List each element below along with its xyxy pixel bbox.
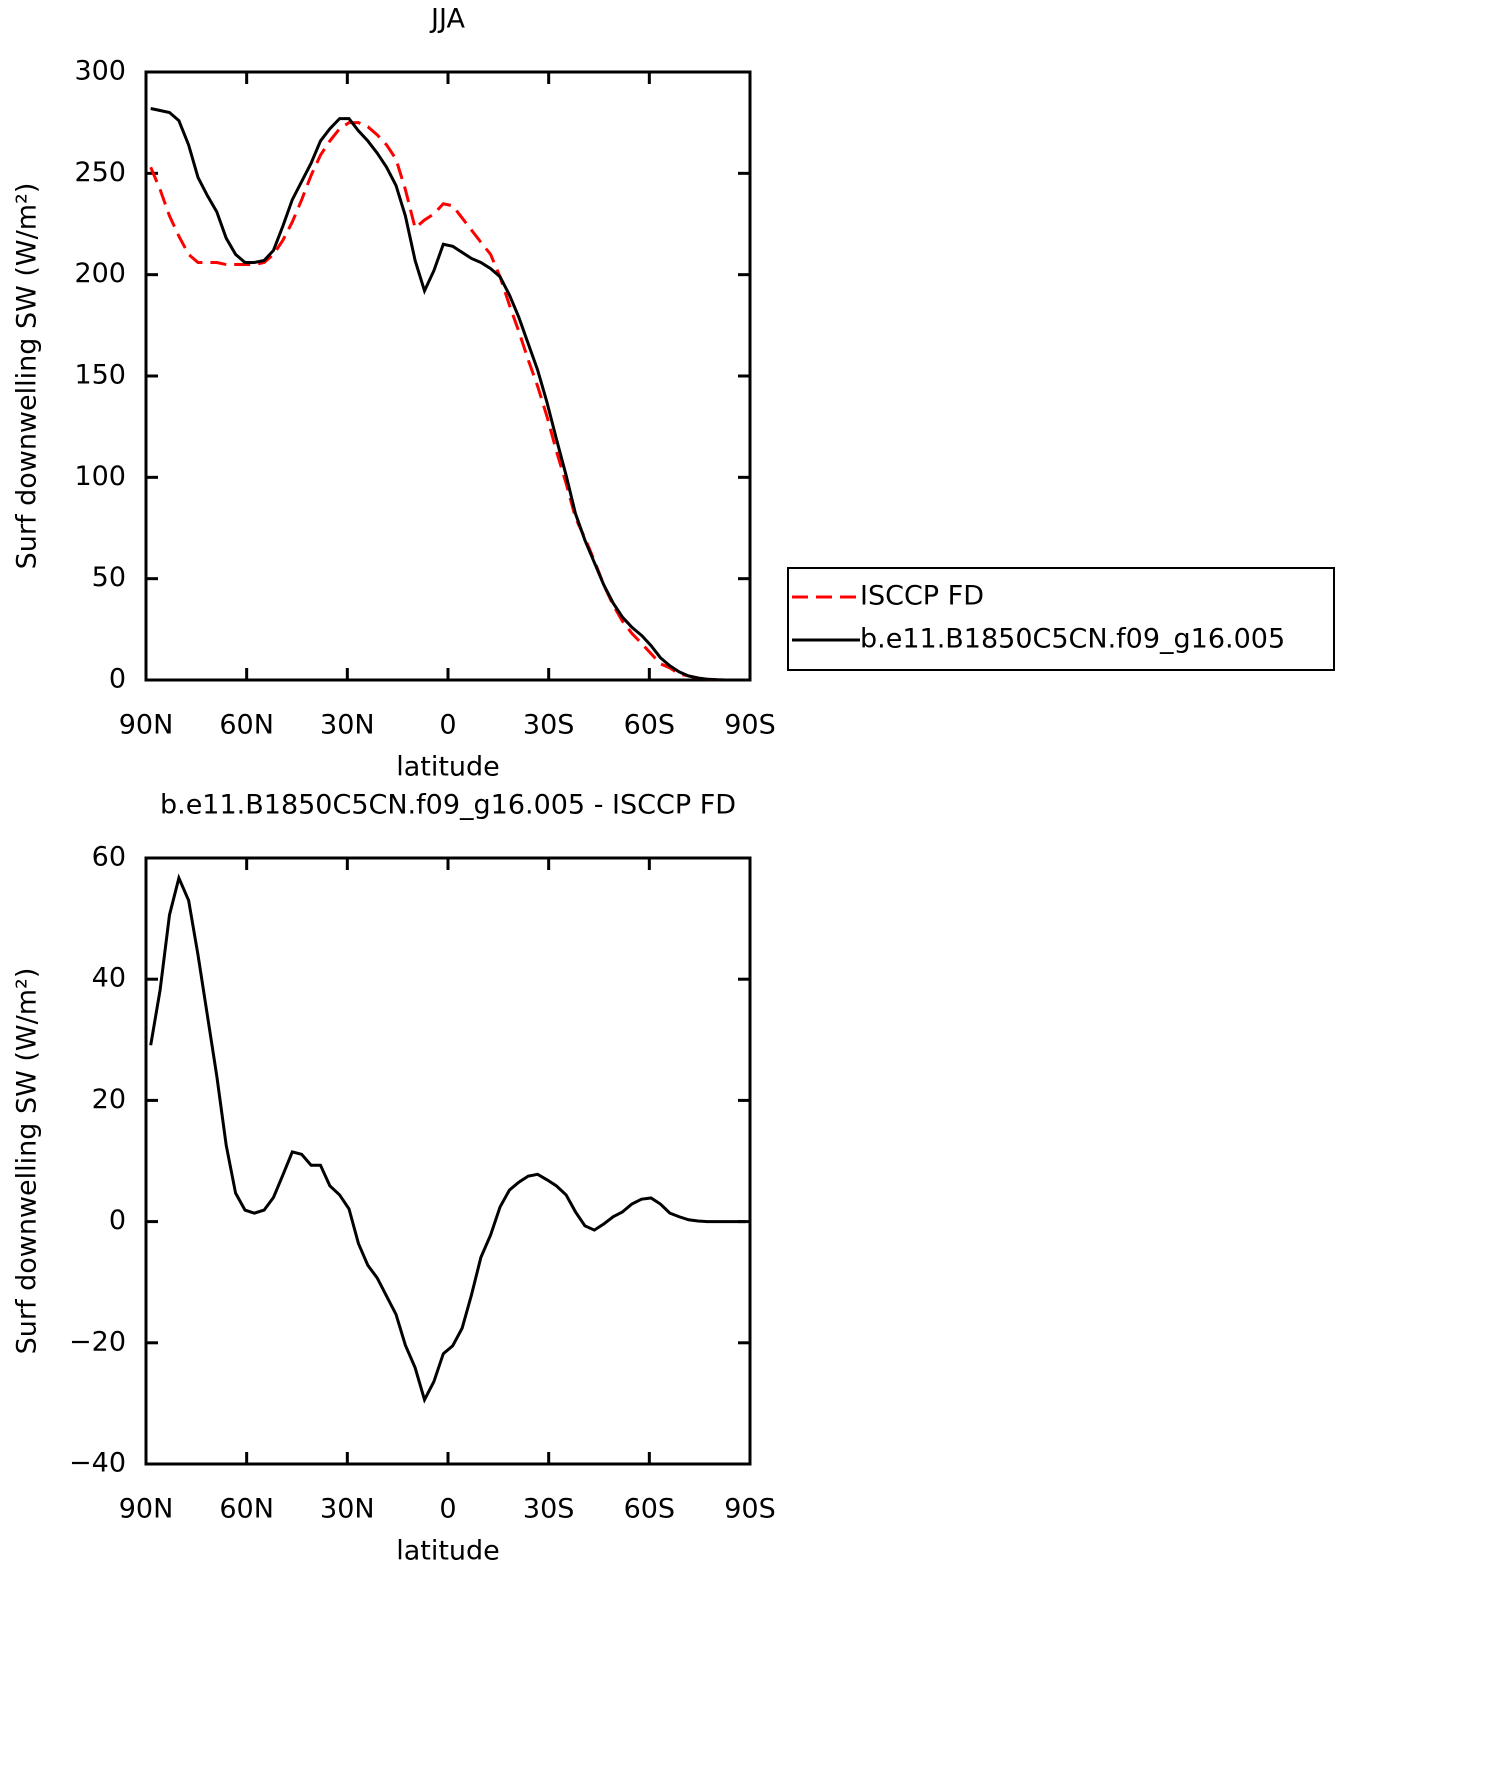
x-tick-label: 90N <box>119 710 174 741</box>
y-tick-label: 250 <box>74 157 126 188</box>
y-tick-label: 300 <box>74 56 126 87</box>
x-tick-label: 60S <box>624 1494 676 1525</box>
x-tick-label: 30N <box>320 710 375 741</box>
y-tick-label: 0 <box>109 1205 126 1236</box>
y-tick-label: 100 <box>74 461 126 492</box>
y-axis-label: Surf downwelling SW (W/m²) <box>12 968 43 1355</box>
chart-title: JJA <box>429 4 465 35</box>
y-tick-label: 50 <box>92 562 126 593</box>
y-tick-label: 0 <box>109 664 126 695</box>
chart-title: b.e11.B1850C5CN.f09_g16.005 - ISCCP FD <box>160 790 736 821</box>
y-tick-label: −40 <box>69 1448 126 1479</box>
x-tick-label: 30N <box>320 1494 375 1525</box>
data-line <box>149 873 746 1404</box>
y-tick-label: 40 <box>92 963 126 994</box>
y-axis-label: Surf downwelling SW (W/m²) <box>12 183 43 570</box>
x-tick-label: 0 <box>439 1494 456 1525</box>
x-tick-label: 30S <box>523 1494 575 1525</box>
y-tick-label: −20 <box>69 1326 126 1357</box>
y-tick-label: 20 <box>92 1084 126 1115</box>
data-line <box>150 107 746 682</box>
x-tick-label: 90S <box>724 1494 776 1525</box>
data-line <box>149 121 746 682</box>
y-tick-label: 200 <box>74 258 126 289</box>
x-tick-label: 60N <box>219 1494 274 1525</box>
plot-frame <box>144 70 752 682</box>
x-tick-label: 90S <box>724 710 776 741</box>
legend-box <box>787 567 1335 671</box>
y-tick-label: 150 <box>74 360 126 391</box>
x-tick-label: 60S <box>624 710 676 741</box>
legend-label: b.e11.B1850C5CN.f09_g16.005 <box>860 624 1285 655</box>
x-tick-label: 90N <box>119 1494 174 1525</box>
plot-frame <box>144 856 752 1466</box>
x-tick-label: 0 <box>439 710 456 741</box>
x-axis-label: latitude <box>396 752 500 783</box>
y-tick-label: 60 <box>92 842 126 873</box>
x-tick-label: 30S <box>523 710 575 741</box>
x-axis-label: latitude <box>396 1536 500 1567</box>
x-tick-label: 60N <box>219 710 274 741</box>
legend-label: ISCCP FD <box>860 581 984 612</box>
